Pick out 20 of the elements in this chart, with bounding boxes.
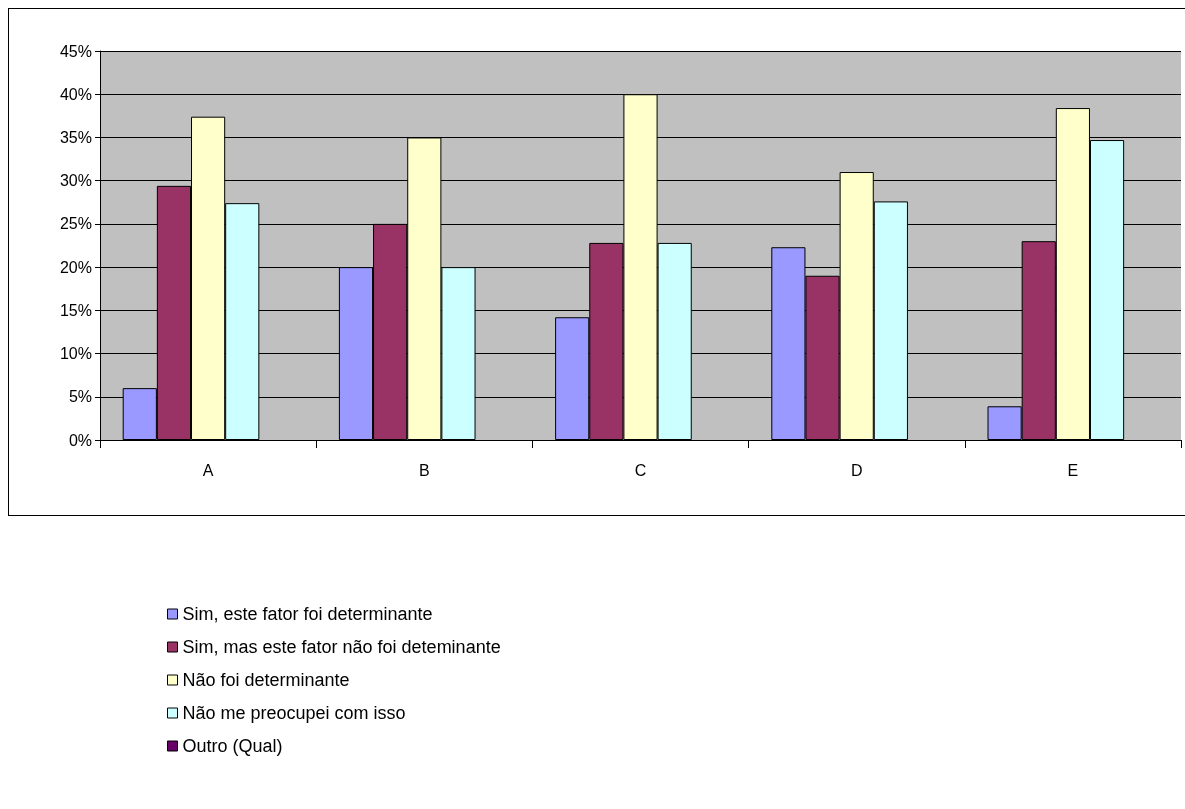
x-tick-label: B bbox=[418, 461, 430, 479]
x-tick-label: C bbox=[634, 461, 647, 479]
x-tick-label: A bbox=[202, 461, 214, 479]
x-tick-label: D bbox=[850, 461, 863, 479]
y-tick-label: 5% bbox=[68, 388, 92, 406]
y-tick-label: 35% bbox=[59, 128, 92, 146]
y-tick-label: 10% bbox=[59, 345, 92, 363]
legend-label: Sim, mas este fator não foi deteminante bbox=[182, 637, 501, 657]
y-tick-label: 0% bbox=[68, 431, 92, 449]
y-tick-label: 30% bbox=[59, 172, 92, 190]
y-tick-label: 20% bbox=[59, 258, 92, 276]
legend-label: Sim, este fator foi determinante bbox=[182, 604, 433, 624]
y-tick-label: 45% bbox=[59, 42, 92, 60]
legend-label: Não me preocupei com isso bbox=[182, 703, 406, 723]
y-tick-label: 40% bbox=[59, 85, 92, 103]
legend-label: Outro (Qual) bbox=[182, 736, 283, 756]
legend-label: Não foi determinante bbox=[182, 670, 350, 690]
y-tick-label: 15% bbox=[59, 301, 92, 319]
x-tick-label: E bbox=[1067, 461, 1079, 479]
y-tick-label: 25% bbox=[59, 215, 92, 233]
